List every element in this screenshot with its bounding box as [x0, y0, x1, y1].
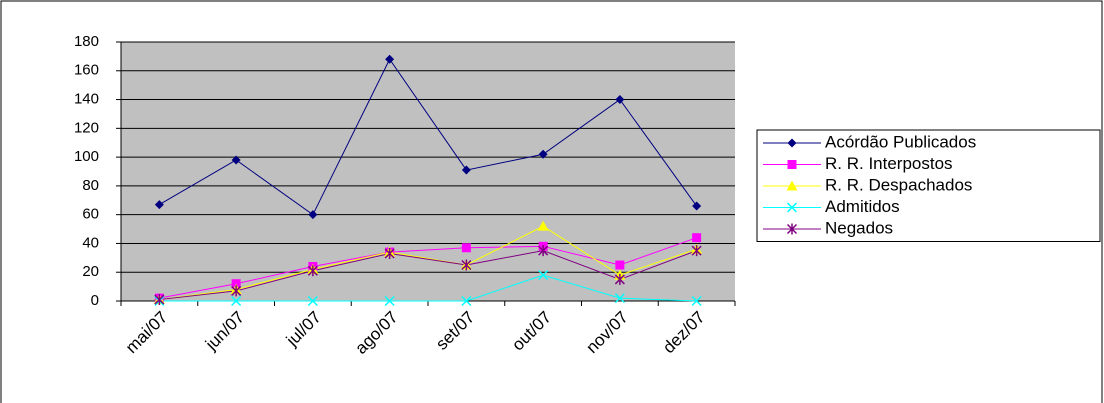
marker-shape — [615, 95, 625, 105]
marker-shape — [786, 202, 798, 213]
marker — [615, 95, 625, 105]
marker-shape — [231, 279, 241, 289]
series-line — [159, 225, 697, 301]
marker — [308, 210, 318, 220]
marker-shape — [385, 54, 395, 64]
marker — [614, 293, 625, 304]
marker — [384, 248, 395, 260]
legend-label: R. R. Despachados — [825, 175, 972, 194]
marker-shape — [461, 243, 471, 253]
marker — [461, 165, 471, 175]
marker — [691, 295, 702, 307]
marker-shape — [231, 295, 242, 307]
series-line — [159, 58, 698, 216]
marker-shape — [538, 270, 549, 281]
marker-shape — [384, 295, 395, 307]
marker-shape — [538, 149, 548, 159]
series-line — [159, 274, 697, 302]
y-tick-label: 40 — [82, 234, 99, 251]
marker — [307, 265, 318, 277]
marker-shape — [461, 295, 472, 307]
marker-shape — [461, 165, 471, 175]
marker — [692, 201, 702, 211]
marker — [461, 243, 471, 253]
marker-shape — [614, 273, 625, 285]
marker-shape — [307, 265, 318, 277]
y-tick-label: 160 — [74, 62, 99, 79]
marker-shape — [538, 245, 549, 257]
marker — [615, 260, 625, 270]
marker-shape — [461, 259, 472, 271]
marker-shape — [786, 180, 798, 191]
y-tick-label: 0 — [91, 292, 99, 309]
marker-shape — [787, 160, 797, 169]
legend-label: Acórdão Publicados — [825, 132, 976, 151]
marker — [231, 279, 241, 289]
marker-shape — [307, 295, 318, 307]
y-tick-label: 100 — [74, 148, 99, 165]
marker-shape — [384, 248, 395, 260]
marker — [691, 245, 702, 257]
marker — [384, 295, 395, 307]
y-tick-label: 180 — [74, 33, 99, 50]
marker — [787, 160, 797, 169]
marker-shape — [691, 295, 702, 307]
y-tick-label: 20 — [82, 263, 99, 280]
marker — [538, 270, 549, 281]
marker-shape — [537, 220, 549, 231]
marker — [154, 200, 164, 210]
marker — [231, 155, 241, 165]
marker — [461, 295, 472, 307]
marker — [538, 149, 548, 159]
series-line — [159, 250, 697, 301]
marker-shape — [786, 223, 798, 235]
marker — [614, 273, 625, 285]
marker-shape — [615, 260, 625, 270]
marker-shape — [614, 293, 625, 304]
y-tick-label: 140 — [74, 91, 99, 108]
marker-shape — [231, 155, 241, 165]
marker-shape — [154, 200, 164, 210]
y-tick-label: 120 — [74, 119, 99, 136]
legend-label: Admitidos — [825, 197, 900, 216]
plot-area — [121, 42, 735, 301]
marker-shape — [231, 285, 242, 297]
marker-shape — [691, 245, 702, 257]
marker — [786, 223, 798, 235]
marker — [786, 180, 798, 191]
marker-shape — [692, 233, 702, 243]
y-tick-label: 80 — [82, 177, 99, 194]
marker — [231, 285, 242, 297]
marker-shape — [308, 210, 318, 220]
marker — [385, 54, 395, 64]
marker — [307, 295, 318, 307]
marker — [231, 295, 242, 307]
marker — [787, 138, 797, 148]
marker — [537, 220, 549, 231]
y-tick-label: 60 — [82, 206, 99, 223]
marker — [154, 294, 165, 306]
marker — [461, 259, 472, 271]
series-line — [159, 237, 697, 299]
marker — [786, 202, 798, 213]
marker — [538, 245, 549, 257]
marker-shape — [787, 138, 797, 148]
marker-shape — [692, 201, 702, 211]
legend-label: Negados — [825, 218, 893, 237]
legend-label: R. R. Interpostos — [825, 154, 953, 173]
marker — [692, 233, 702, 243]
marker-shape — [154, 294, 165, 306]
